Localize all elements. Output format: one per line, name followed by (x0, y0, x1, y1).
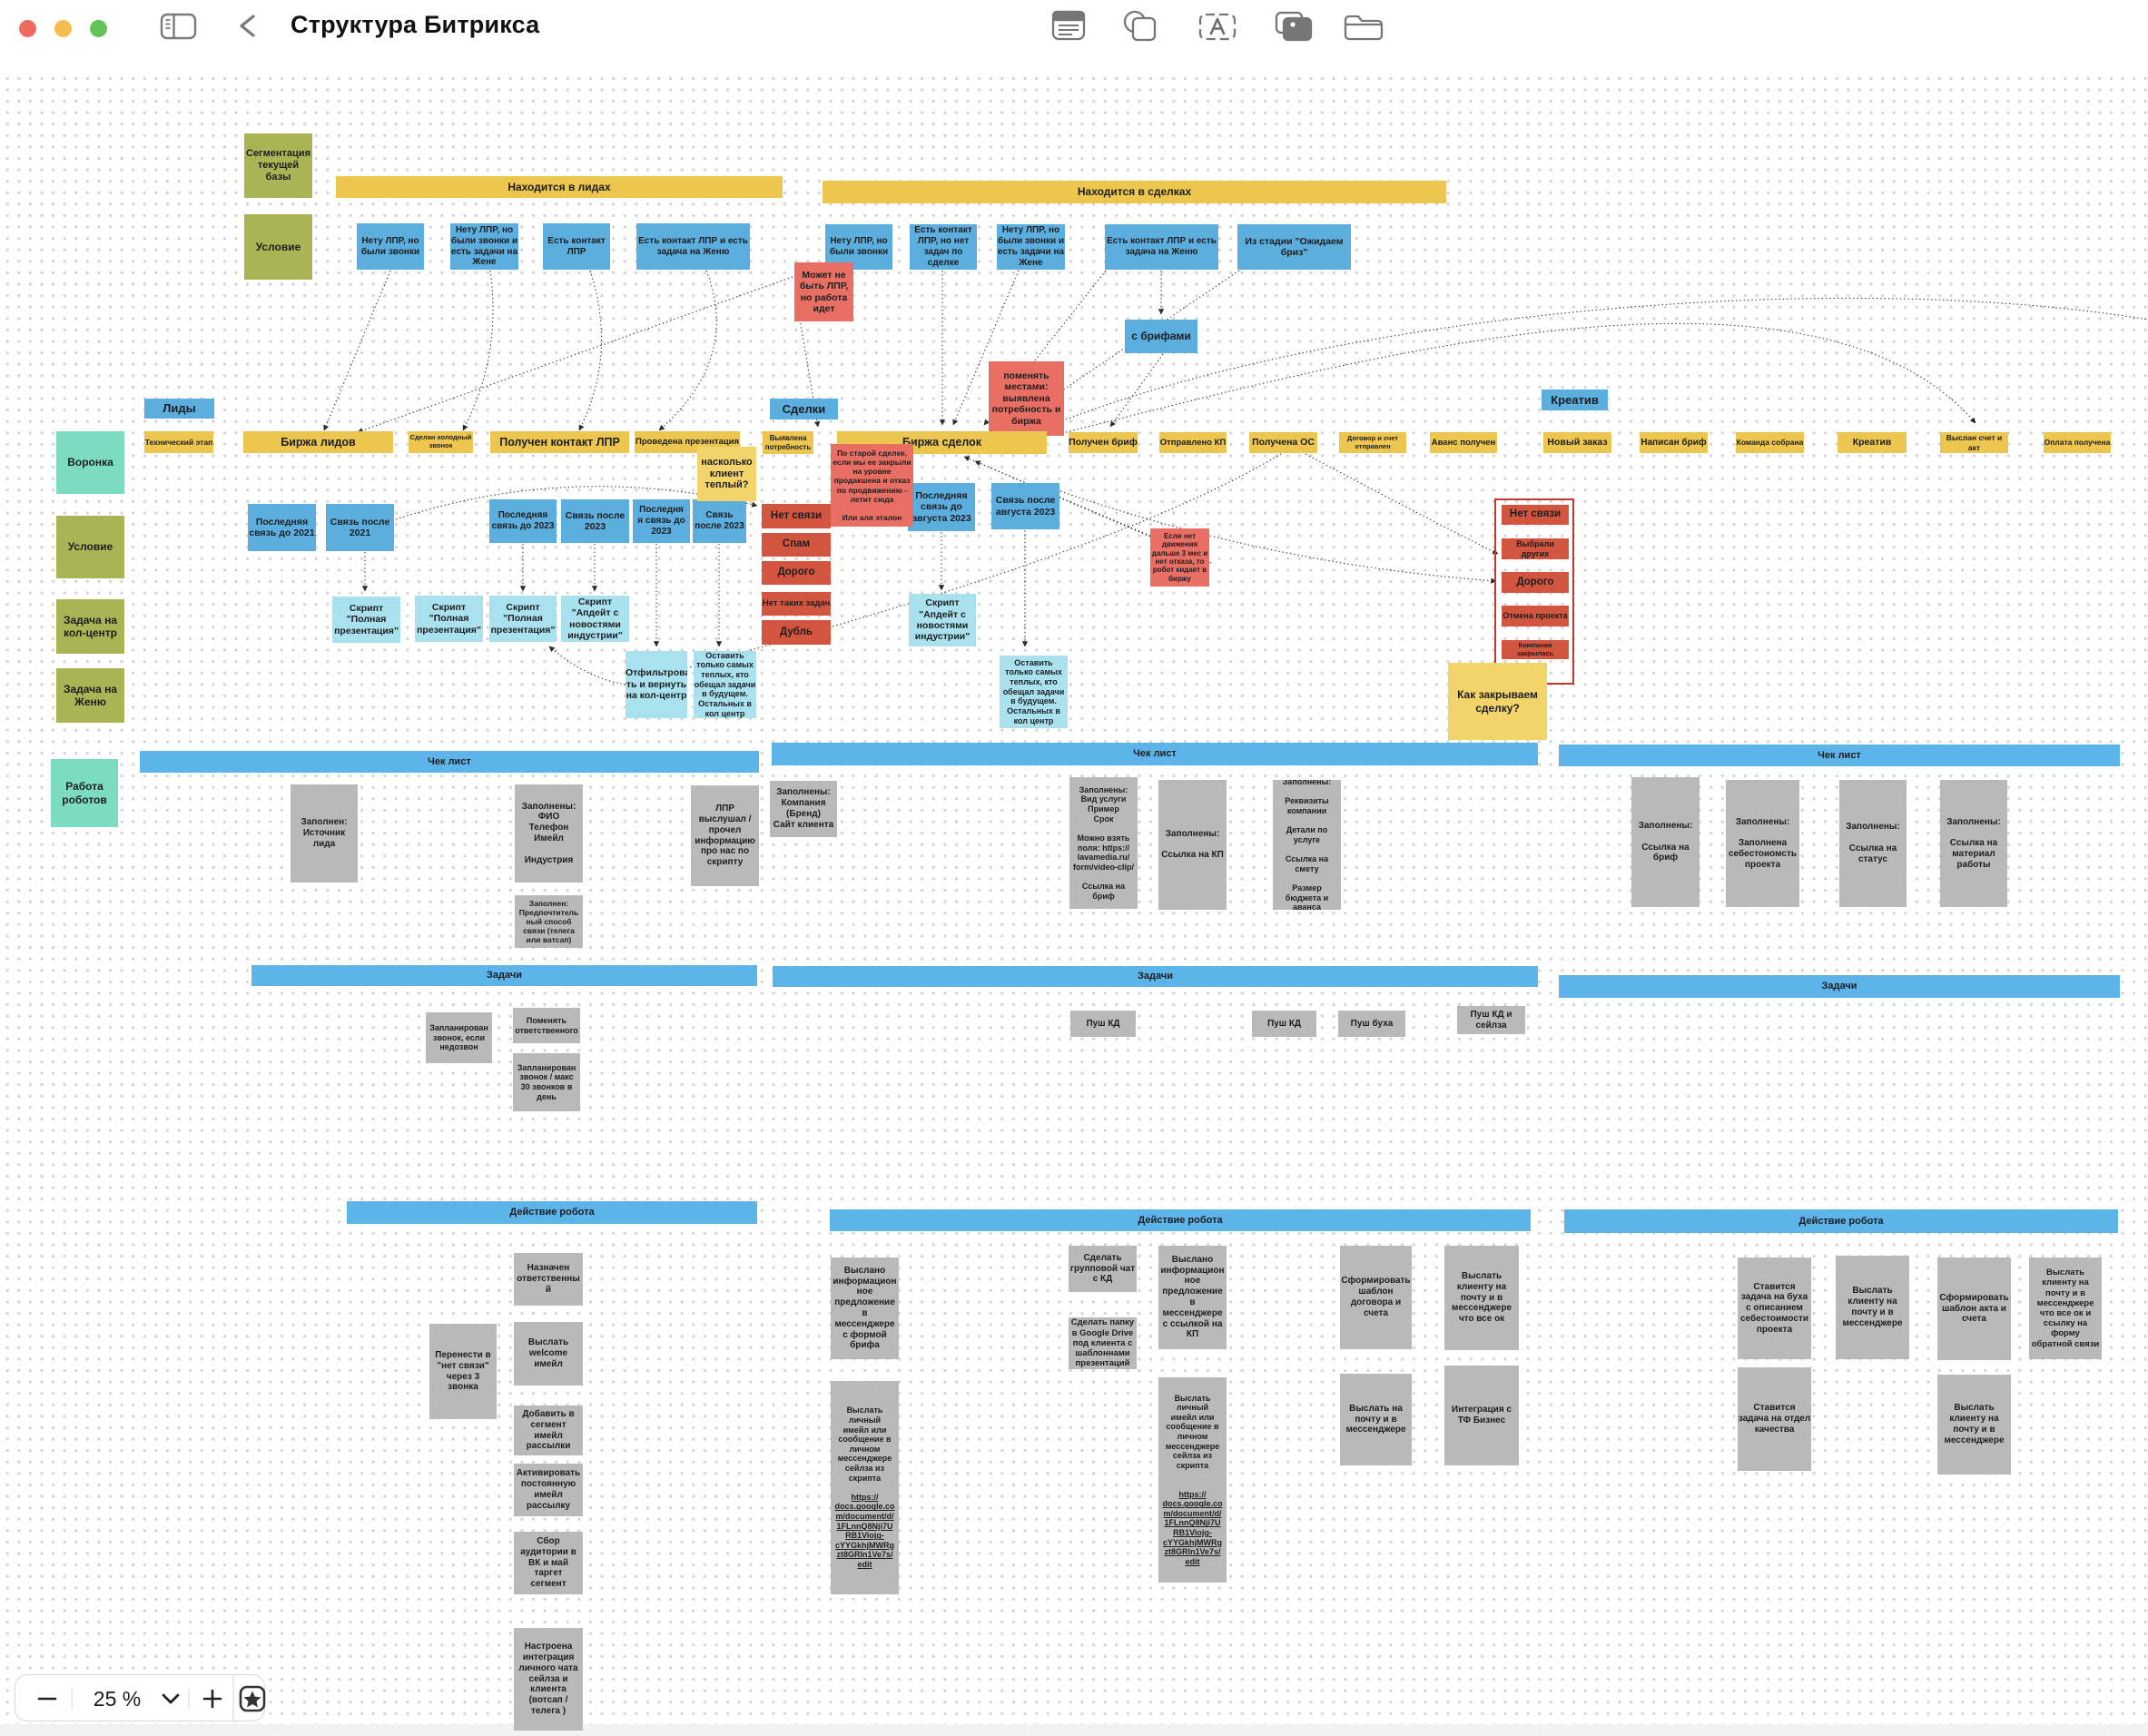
svg-text:25 %: 25 % (94, 1687, 141, 1711)
